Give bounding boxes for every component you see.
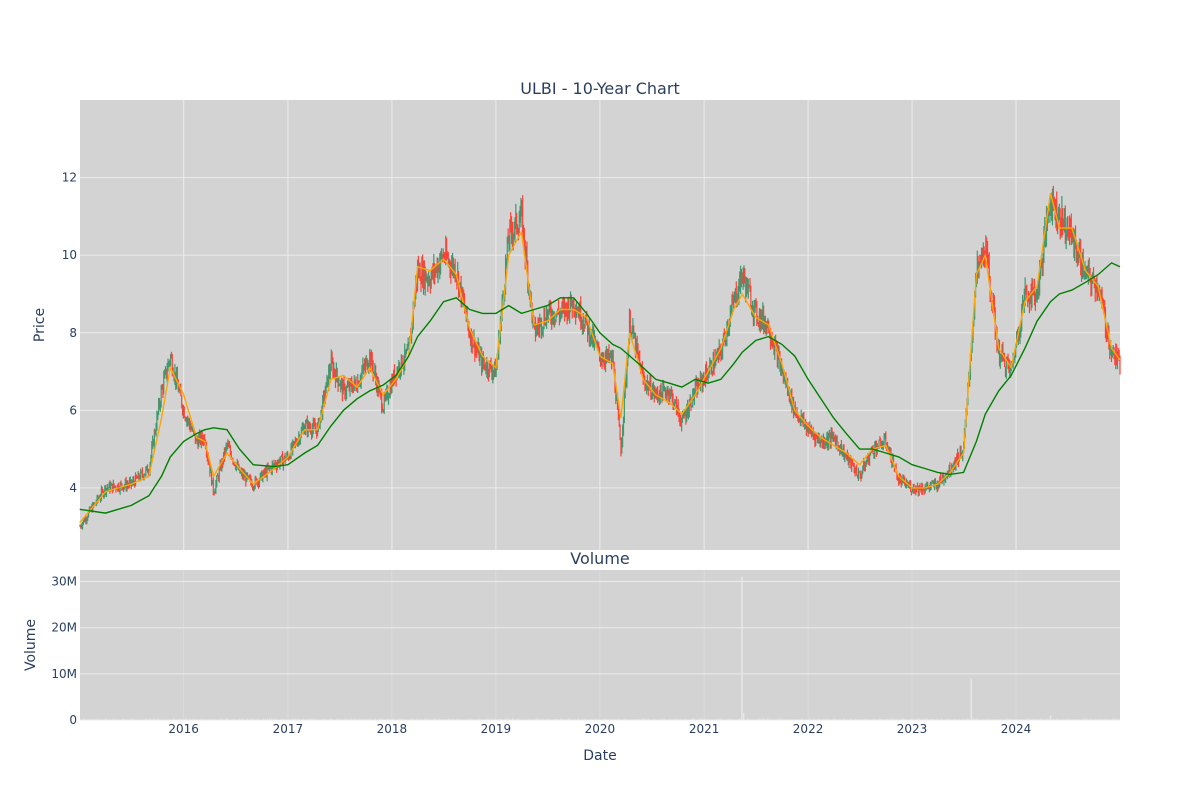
price-panel: 4 6 8 10 12 ULBI - 10-Year Chart Price [32,79,1121,550]
x-tick-label-2016: 2016 [168,722,199,736]
x-tick-labels: 2016 2017 2018 2019 2020 2021 2022 2023 2024 [168,722,1031,736]
ma-long-line [79,262,1121,514]
volume-bars [79,576,1120,720]
volume-y-tick-3: 30M [51,575,77,589]
volume-y-tick-0: 0 [69,713,77,727]
volume-gridlines [80,570,1120,721]
price-y-axis-title: Price [32,308,48,342]
price-marks [79,185,1121,530]
volume-chart-title: Volume [570,549,630,568]
price-y-tick-8: 8 [69,326,77,340]
volume-y-tick-1: 10M [51,667,77,681]
volume-y-axis-title: Volume [23,619,39,671]
x-tick-label-2021: 2021 [689,722,720,736]
ma-short-line [79,192,1121,524]
x-tick-label-2023: 2023 [897,722,928,736]
volume-y-tick-labels: 0 10M 20M 30M [51,575,77,727]
price-y-tick-6: 6 [69,403,77,417]
price-y-tick-12: 12 [62,171,77,185]
price-y-tick-10: 10 [62,248,77,262]
x-tick-label-2022: 2022 [793,722,824,736]
x-axis-title: Date [583,748,616,764]
x-tick-label-2017: 2017 [273,722,304,736]
price-y-tick-labels: 4 6 8 10 12 [62,171,77,495]
x-tick-label-2018: 2018 [377,722,408,736]
price-chart-title: ULBI - 10-Year Chart [520,79,679,98]
price-y-tick-4: 4 [69,481,77,495]
x-tick-label-2019: 2019 [481,722,512,736]
x-tick-label-2024: 2024 [1001,722,1032,736]
x-tick-label-2020: 2020 [585,722,616,736]
volume-y-tick-2: 20M [51,621,77,635]
